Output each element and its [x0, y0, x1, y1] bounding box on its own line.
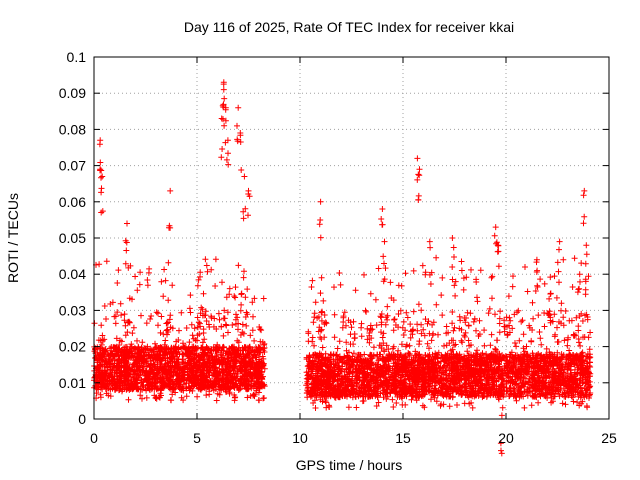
x-tick-label: 20 — [498, 430, 514, 446]
y-tick-label: 0.01 — [59, 375, 86, 391]
axis-ticks — [93, 56, 610, 420]
y-tick-label: 0.06 — [59, 194, 86, 210]
x-tick-label: 0 — [90, 430, 98, 446]
y-tick-label: 0.05 — [59, 230, 86, 246]
y-tick-label: 0.07 — [59, 158, 86, 174]
y-tick-label: 0.08 — [59, 121, 86, 137]
scatter-point — [91, 79, 594, 457]
x-tick-label: 10 — [292, 430, 308, 446]
grid-lines — [94, 57, 609, 419]
chart-title: Day 116 of 2025, Rate Of TEC Index for r… — [184, 19, 514, 35]
x-tick-labels: 0 5 10 15 20 25 — [90, 430, 617, 446]
y-tick-label: 0 — [78, 411, 86, 427]
x-tick-label: 15 — [395, 430, 411, 446]
y-tick-label: 0.04 — [59, 266, 86, 282]
data-points — [91, 79, 594, 457]
x-axis-label: GPS time / hours — [296, 457, 403, 473]
y-tick-label: 0.1 — [67, 49, 87, 65]
y-tick-label: 0.02 — [59, 339, 86, 355]
x-tick-label: 5 — [193, 430, 201, 446]
y-tick-label: 0.09 — [59, 85, 86, 101]
y-tick-labels: 0 0.01 0.02 0.03 0.04 0.05 0.06 0.07 0.08 0.09 0.1 — [59, 49, 86, 427]
y-axis-label: ROTI / TECUs — [5, 193, 21, 283]
x-tick-label: 25 — [601, 430, 617, 446]
y-tick-label: 0.03 — [59, 302, 86, 318]
